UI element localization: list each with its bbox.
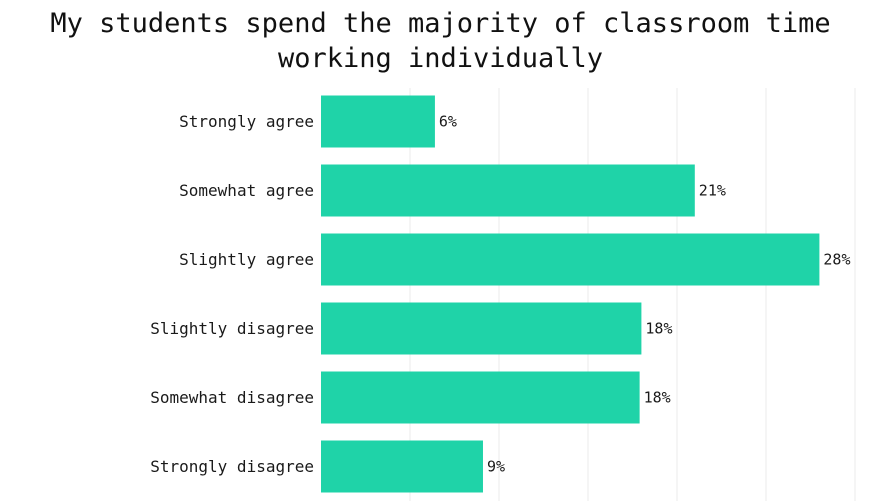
gridlines: [409, 88, 856, 501]
value-label: 6%: [439, 113, 457, 131]
bar-slightly-agree: [321, 233, 820, 286]
chart-title: My students spend the majority of classr…: [0, 6, 881, 76]
bar-somewhat-agree: [321, 164, 695, 217]
value-label: 28%: [823, 251, 850, 269]
bar-somewhat-disagree: [321, 371, 640, 424]
value-label: 21%: [699, 182, 726, 200]
bar-strongly-disagree: [321, 440, 483, 493]
value-label: 9%: [487, 458, 505, 476]
category-label: Somewhat disagree: [150, 388, 314, 407]
category-labels: Strongly agree Somewhat agree Slightly agr…: [150, 112, 314, 476]
category-label: Strongly disagree: [150, 457, 314, 476]
value-labels: 6% 21% 28% 18% 18% 9%: [439, 113, 851, 476]
value-label: 18%: [644, 389, 671, 407]
chart-title-line-1: My students spend the majority of classr…: [50, 8, 831, 39]
bar-strongly-agree: [321, 95, 435, 148]
category-label: Strongly agree: [179, 112, 314, 131]
category-label: Slightly agree: [179, 250, 314, 269]
chart-title-line-2: working individually: [277, 43, 604, 74]
value-label: 18%: [645, 320, 672, 338]
bars: [321, 95, 820, 493]
bar-slightly-disagree: [321, 302, 642, 355]
category-label: Somewhat agree: [179, 181, 314, 200]
category-label: Slightly disagree: [150, 319, 314, 338]
